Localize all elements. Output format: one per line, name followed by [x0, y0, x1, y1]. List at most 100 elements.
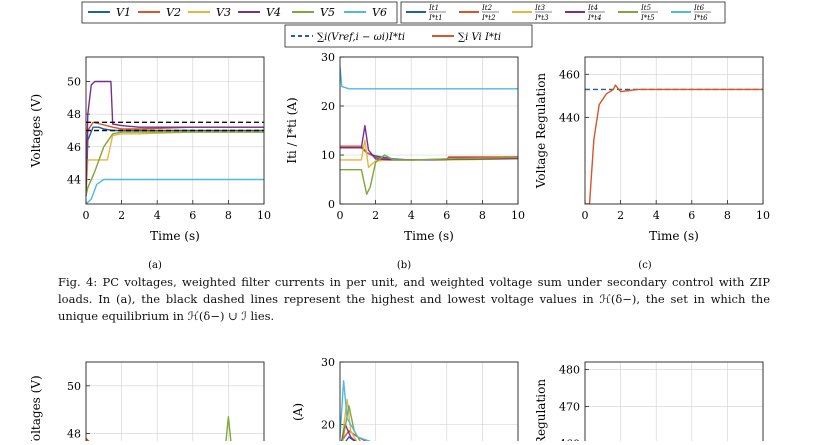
tick-label-x: 4 — [653, 209, 660, 222]
tick-label-x: 2 — [617, 209, 624, 222]
legend-label-v4: V4 — [266, 6, 281, 19]
tick-label-y: 20 — [321, 100, 335, 113]
series-v6 — [86, 180, 264, 205]
legend-den-i4: I*t4 — [587, 14, 602, 22]
legend-voltage-sum: ∑i(Vref,i − ωi)I*ti ∑i Vi I*ti — [285, 25, 532, 47]
series-it3-i-t3 — [340, 400, 518, 442]
tick-label-y: 460 — [559, 68, 580, 81]
legend-den-i5: I*t5 — [640, 14, 655, 22]
tick-label-y: 440 — [559, 112, 580, 125]
axis-label-x: Time (s) — [404, 229, 454, 243]
axes-frame — [340, 362, 518, 441]
tick-label-x: 6 — [189, 209, 196, 222]
panel-sublabel-2: (b) — [397, 260, 411, 271]
tick-label-x: 6 — [688, 209, 695, 222]
tick-label-y: 460 — [559, 437, 580, 441]
axes-frame — [585, 362, 763, 441]
tick-label-y: 48 — [67, 108, 81, 121]
tick-label-y: 48 — [67, 427, 81, 440]
chart-panel-2: 0 10 20 30 0 2 4 6 8 10 Iti / I*ti (A) Time (s) — [285, 51, 525, 243]
axis-label-y: Voltages (V) — [29, 94, 43, 168]
axis-label-x: Time (s) — [150, 229, 200, 243]
panel-sublabel-3: (c) — [638, 260, 652, 271]
tick-label-x: 10 — [511, 209, 525, 222]
tick-label-y: 30 — [321, 356, 335, 369]
figure-caption: Fig. 4: PC voltages, weighted filter cur… — [58, 274, 770, 325]
legend-voltages: V1 V2 V3 V4 V5 V6 — [82, 2, 397, 23]
tick-label-y: 50 — [67, 380, 81, 393]
legend-sum-label-1: ∑i(Vref,i − ωi)I*ti — [317, 32, 405, 43]
tick-label-x: 0 — [337, 209, 344, 222]
legend-label-v6: V6 — [372, 6, 387, 19]
legend-label-v2: V2 — [166, 6, 181, 19]
legend-num-i2: It2 — [481, 4, 493, 12]
tick-label-y: 480 — [559, 363, 580, 376]
tick-label-y: 30 — [321, 51, 335, 64]
legend-den-i6: I*t6 — [693, 14, 708, 22]
axes-frame — [340, 57, 518, 204]
legend-label-v1: V1 — [116, 6, 131, 19]
legend-den-i1: I*t1 — [428, 14, 443, 22]
chart-panel-6: 460 470 480 Regulation — [534, 362, 763, 441]
axis-label-y: Voltages (V) — [29, 375, 43, 441]
tick-label-y: 0 — [328, 198, 335, 211]
series-group — [585, 85, 763, 204]
tick-label-x: 0 — [83, 209, 90, 222]
chart-panel-3: 440 460 0 2 4 6 8 10 Voltage Regulation Time (s) — [534, 57, 770, 243]
tick-label-y: 20 — [321, 419, 335, 432]
series-group — [86, 417, 264, 441]
legend-label-v3: V3 — [216, 6, 231, 19]
series-group — [86, 82, 264, 205]
tick-label-y: 46 — [67, 141, 81, 154]
tick-label-y: 10 — [321, 149, 335, 162]
tick-label-x: 8 — [479, 209, 486, 222]
tick-label-x: 2 — [118, 209, 125, 222]
legend-den-i3: I*t3 — [534, 14, 549, 22]
tick-label-x: 2 — [372, 209, 379, 222]
legend-num-i4: It4 — [587, 4, 598, 12]
legend-num-i3: It3 — [534, 4, 546, 12]
tick-label-x: 4 — [154, 209, 161, 222]
tick-label-x: 8 — [724, 209, 731, 222]
axes-frame — [585, 57, 763, 204]
tick-label-y: 50 — [67, 76, 81, 89]
axis-label-y: Voltage Regulation — [534, 73, 548, 190]
series-v3 — [86, 132, 264, 196]
tick-label-x: 0 — [582, 209, 589, 222]
legend-den-i2: I*t2 — [481, 14, 496, 22]
tick-label-y: 44 — [67, 174, 81, 187]
axis-label-x: Time (s) — [649, 229, 699, 243]
axis-label-y: Regulation — [534, 379, 548, 441]
series-it3-i-t3 — [340, 140, 518, 167]
caption-text: Fig. 4: PC voltages, weighted filter cur… — [58, 275, 770, 323]
series-it4-i-t4 — [340, 425, 518, 442]
series-group — [340, 67, 518, 194]
series-it5-i-t5 — [340, 155, 518, 194]
tick-label-x: 10 — [257, 209, 271, 222]
chart-panel-4: 48 50 Voltages (V) — [29, 362, 264, 441]
tick-label-x: 6 — [443, 209, 450, 222]
chart-panel-5: 20 30 (A) — [291, 356, 518, 441]
legend-num-i6: It6 — [693, 4, 705, 12]
axis-label-y: (A) — [291, 403, 305, 421]
legend-num-i5: It5 — [640, 4, 652, 12]
tick-label-x: 4 — [408, 209, 415, 222]
series--i-vi-i-ti — [585, 85, 763, 204]
legend-num-i1: It1 — [428, 4, 439, 12]
tick-label-x: 10 — [756, 209, 770, 222]
series-v5 — [86, 132, 264, 196]
tick-label-x: 8 — [225, 209, 232, 222]
axes-frame — [86, 362, 264, 441]
tick-label-y: 470 — [559, 400, 580, 413]
legend-sum-label-2: ∑i Vi I*ti — [458, 32, 501, 43]
series-it6-i-t6 — [340, 67, 518, 89]
axis-label-y: Iti / I*ti (A) — [285, 97, 299, 163]
series-it6-i-t6 — [340, 381, 518, 441]
series-group — [340, 381, 518, 441]
panel-sublabel-1: (a) — [148, 260, 162, 271]
legend-label-v5: V5 — [320, 6, 335, 19]
series-v5 — [86, 417, 264, 441]
